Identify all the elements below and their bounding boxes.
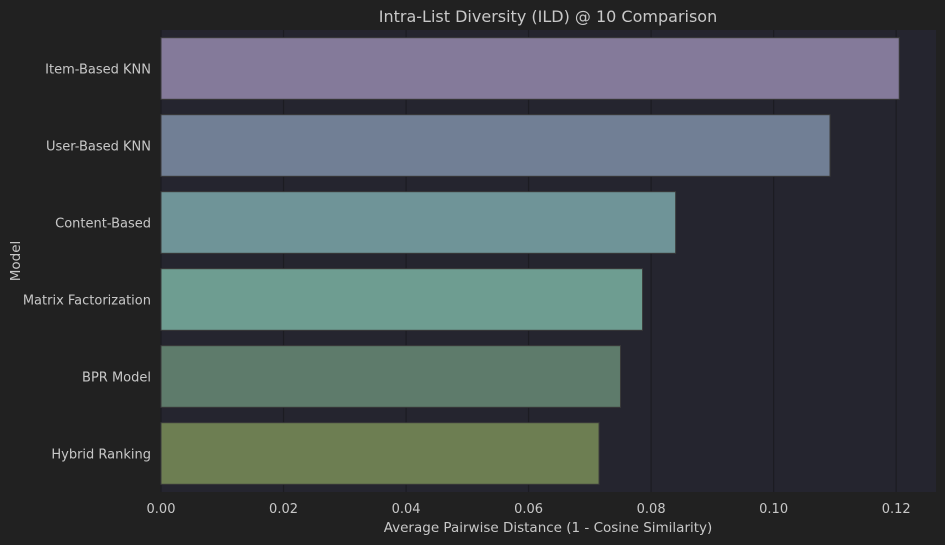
y-tick-label: Matrix Factorization xyxy=(23,294,151,309)
x-tick-label: 0.12 xyxy=(882,502,911,517)
x-tick-label: 0.00 xyxy=(147,502,176,517)
x-axis-label: Average Pairwise Distance (1 - Cosine Si… xyxy=(384,520,713,536)
x-tick-label: 0.08 xyxy=(637,502,666,517)
x-tick-labels: 0.00 0.02 0.04 0.06 0.08 0.10 0.12 xyxy=(147,502,911,517)
y-tick-label: Content-Based xyxy=(55,217,151,232)
bar xyxy=(160,345,621,408)
x-tick-label: 0.04 xyxy=(392,502,421,517)
gridlines xyxy=(160,30,897,492)
bars xyxy=(160,37,900,485)
chart-title: Intra-List Diversity (ILD) @ 10 Comparis… xyxy=(379,7,717,26)
x-tick-label: 0.02 xyxy=(269,502,298,517)
y-tick-label: Item-Based KNN xyxy=(45,63,151,78)
y-tick-label: User-Based KNN xyxy=(46,140,151,155)
y-tick-label: BPR Model xyxy=(82,371,151,386)
x-tick-label: 0.06 xyxy=(514,502,543,517)
plot-area xyxy=(161,30,936,492)
bar xyxy=(160,37,900,100)
bar xyxy=(160,114,831,177)
bar xyxy=(160,422,600,485)
x-tick-label: 0.10 xyxy=(759,502,788,517)
y-tick-label: Hybrid Ranking xyxy=(51,448,151,463)
bar xyxy=(160,191,677,254)
y-tick-labels: Item-Based KNN User-Based KNN Content-Base… xyxy=(23,63,151,463)
bar xyxy=(160,268,644,331)
y-axis-label: Model xyxy=(8,241,24,282)
